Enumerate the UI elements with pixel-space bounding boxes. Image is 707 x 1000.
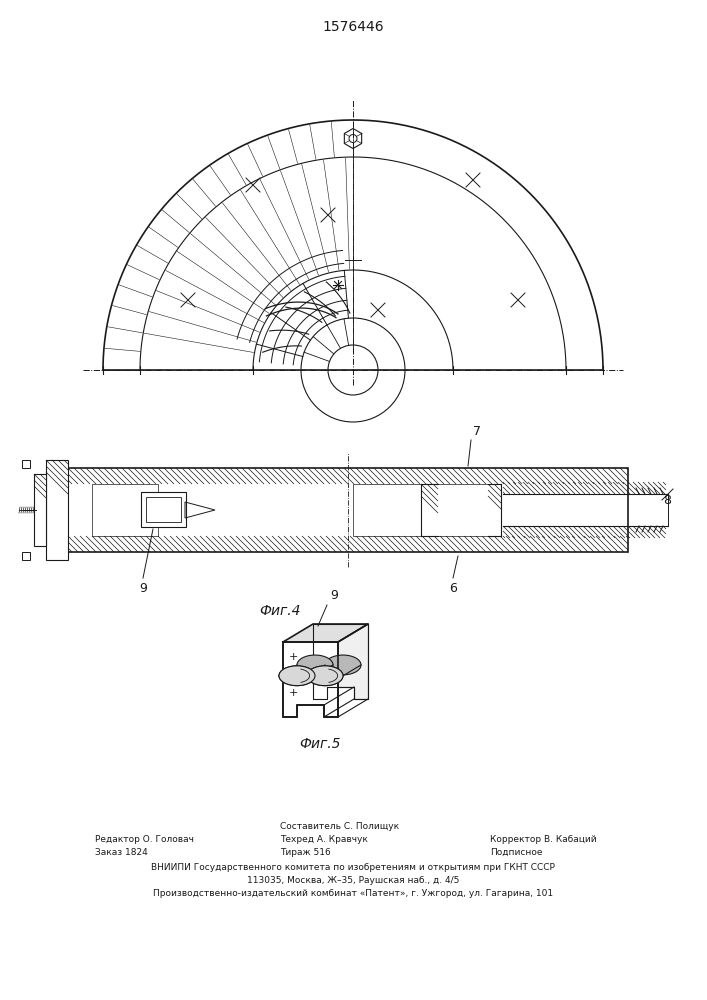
Ellipse shape <box>307 666 343 686</box>
Text: Заказ 1824: Заказ 1824 <box>95 848 148 857</box>
Bar <box>146 497 181 522</box>
Text: 9: 9 <box>330 589 338 602</box>
Ellipse shape <box>307 666 343 686</box>
Polygon shape <box>283 624 368 642</box>
Text: Подписное: Подписное <box>490 848 542 857</box>
Text: Фиг.4: Фиг.4 <box>259 604 300 618</box>
Text: 1576446: 1576446 <box>322 20 384 34</box>
Polygon shape <box>313 624 368 699</box>
Text: 6: 6 <box>449 582 457 595</box>
Text: +: + <box>288 652 298 662</box>
Polygon shape <box>283 642 338 717</box>
Bar <box>34 474 46 546</box>
Ellipse shape <box>325 655 361 675</box>
Text: Составитель С. Полищук: Составитель С. Полищук <box>280 822 399 831</box>
Circle shape <box>441 488 485 532</box>
Text: 7: 7 <box>473 425 481 438</box>
Text: 8: 8 <box>663 493 671 506</box>
Text: Редактор О. Головач: Редактор О. Головач <box>95 835 194 844</box>
Text: Корректор В. Кабаций: Корректор В. Кабаций <box>490 835 597 844</box>
Bar <box>141 492 186 527</box>
Text: +: + <box>288 688 298 698</box>
Text: Фиг.5: Фиг.5 <box>299 737 341 751</box>
Text: Тираж 516: Тираж 516 <box>280 848 331 857</box>
Text: 113035, Москва, Ж–35, Раушская наб., д. 4/5: 113035, Москва, Ж–35, Раушская наб., д. … <box>247 876 459 885</box>
Ellipse shape <box>297 655 333 675</box>
Text: ВНИИПИ Государственного комитета по изобретениям и открытиям при ГКНТ СССР: ВНИИПИ Государственного комитета по изоб… <box>151 863 555 872</box>
Text: Техред А. Кравчук: Техред А. Кравчук <box>280 835 368 844</box>
Bar <box>353 484 501 536</box>
Text: 9: 9 <box>139 582 147 595</box>
Ellipse shape <box>279 666 315 686</box>
Ellipse shape <box>279 666 315 686</box>
Bar <box>22 552 30 560</box>
Bar <box>92 484 158 536</box>
Text: Производственно-издательский комбинат «Патент», г. Ужгород, ул. Гагарина, 101: Производственно-издательский комбинат «П… <box>153 889 553 898</box>
Bar <box>68 468 628 552</box>
Bar <box>22 460 30 468</box>
Bar <box>46 460 68 560</box>
